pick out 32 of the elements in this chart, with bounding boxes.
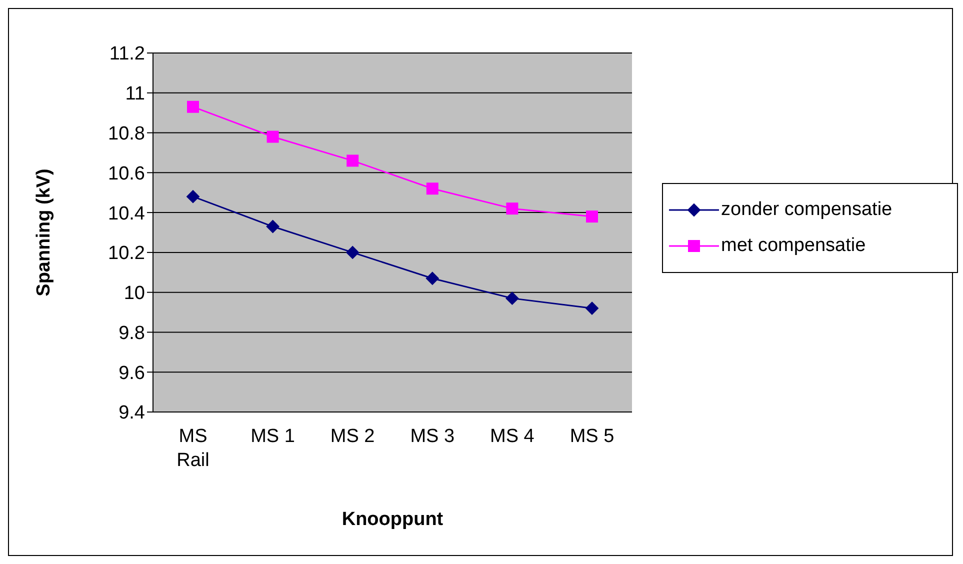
y-axis-title: Spanning (kV) [34,168,55,296]
x-tick-label: MS 3 [410,426,455,447]
x-tick-label: MS 4 [490,426,535,447]
point [586,302,598,315]
y-tick-label: 10.2 [108,243,145,264]
x-axis-title: Knooppunt [342,509,444,530]
y-tick-label: 10.8 [108,124,145,145]
legend-label: met compensatie [721,235,866,257]
y-tick-label: 10.4 [108,203,146,224]
x-tick-label: MS Rail [176,426,210,471]
y-tick-label: 9.8 [118,322,145,344]
point [346,246,360,259]
x-tick-label: MS 1 [250,426,295,447]
y-tick-label: 11 [125,84,145,105]
y-tick-label: 10.6 [108,163,145,184]
y-tick-label: 9.6 [118,362,145,384]
point [346,154,359,167]
point [187,100,199,113]
x-tick-label: MS 2 [330,426,375,447]
point [586,210,598,223]
point [426,272,439,285]
legend-label: zonder compensatie [721,199,892,221]
point [426,182,438,195]
y-tick-label: 10 [124,283,145,304]
point [266,130,279,143]
point [186,190,200,204]
y-tick-label: 11.2 [109,44,145,65]
point [506,202,518,215]
point [266,220,280,234]
y-tick-label: 9.4 [118,402,146,424]
point [506,292,519,305]
x-tick-label: MS 5 [570,426,614,447]
